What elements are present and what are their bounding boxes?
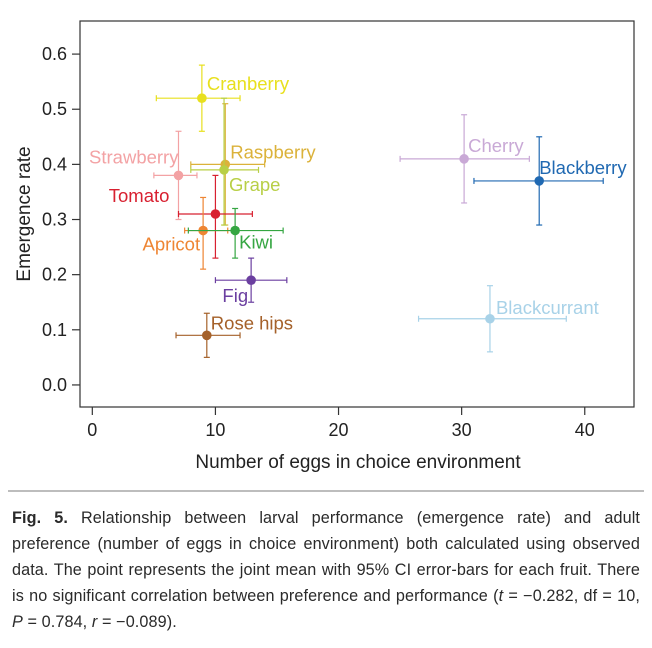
point-label: Strawberry [89,146,179,167]
caption-label: Fig. 5. [12,509,68,527]
point-label: Kiwi [239,232,273,253]
data-point-fig: Fig [214,257,288,306]
y-tick-label: 0.4 [42,154,67,174]
point-label: Grape [229,174,280,195]
scatter-chart: 0 10 20 30 40 0.0 0.1 0.2 0.3 0.4 0.5 0.6 Cranberry… [14,20,635,473]
point-marker [230,225,240,236]
data-point-tomato: Tomato [109,174,253,259]
point-marker [485,313,495,324]
y-tick-label: 0.3 [42,210,67,230]
y-tick-label: 0.2 [42,265,67,285]
plot-frame [79,20,635,408]
point-marker [246,275,256,285]
point-marker [197,93,207,103]
caption-text: Relationship between larval performance … [12,509,640,605]
point-label: Blackcurrant [496,297,599,318]
data-point-raspberry: Raspberry [190,103,316,226]
data-point-kiwi: Kiwi [187,207,284,259]
y-tick-label: 0.6 [42,44,67,64]
x-tick-label: 40 [575,420,595,440]
point-marker [219,165,229,175]
point-label: Fig [222,285,248,306]
x-tick-label: 30 [452,420,472,440]
caption-r-symbol: r [91,613,98,631]
point-label: Apricot [143,234,201,255]
data-point-cherry: Cherry [399,114,530,204]
y-tick-label: 0.1 [42,320,67,340]
point-marker [534,176,545,186]
axes-group: 0 10 20 30 40 0.0 0.1 0.2 0.3 0.4 0.5 0.6 [42,44,595,440]
point-marker [210,209,221,219]
point-marker [459,154,469,164]
data-point-rose-hips: Rose hips [175,312,293,358]
x-axis-label: Number of eggs in choice environment [195,452,521,473]
point-label: Rose hips [211,312,293,333]
x-tick-label: 0 [87,420,97,440]
point-marker [202,330,212,341]
point-label: Raspberry [230,141,316,162]
point-marker [173,170,184,181]
caption-t-symbol: t [498,587,504,605]
y-tick-label: 0.0 [42,375,67,395]
data-point-blackberry: Blackberry [473,136,627,226]
data-marks-group: Cranberry Raspberry Grape Strawberry Tomato A… [89,64,627,358]
caption-r-value: = −0.089). [102,613,177,631]
figure-caption: Fig. 5. Relationship between larval perf… [12,505,640,635]
point-label: Cherry [468,135,524,156]
point-label: Tomato [109,185,170,206]
caption-divider [8,490,644,492]
caption-t-value: = −0.282, df = 10, [508,587,640,605]
caption-p-symbol: P [12,613,23,631]
x-tick-label: 10 [205,420,225,440]
data-point-strawberry: Strawberry [89,130,198,221]
x-tick-label: 20 [329,420,349,440]
data-point-blackcurrant: Blackcurrant [417,285,599,353]
y-tick-label: 0.5 [42,99,67,119]
y-axis-label: Emergence rate [14,146,35,281]
caption-p-value: = 0.784, [27,613,88,631]
point-label: Blackberry [539,157,627,178]
data-point-grape: Grape [190,97,280,226]
point-label: Cranberry [207,73,290,94]
